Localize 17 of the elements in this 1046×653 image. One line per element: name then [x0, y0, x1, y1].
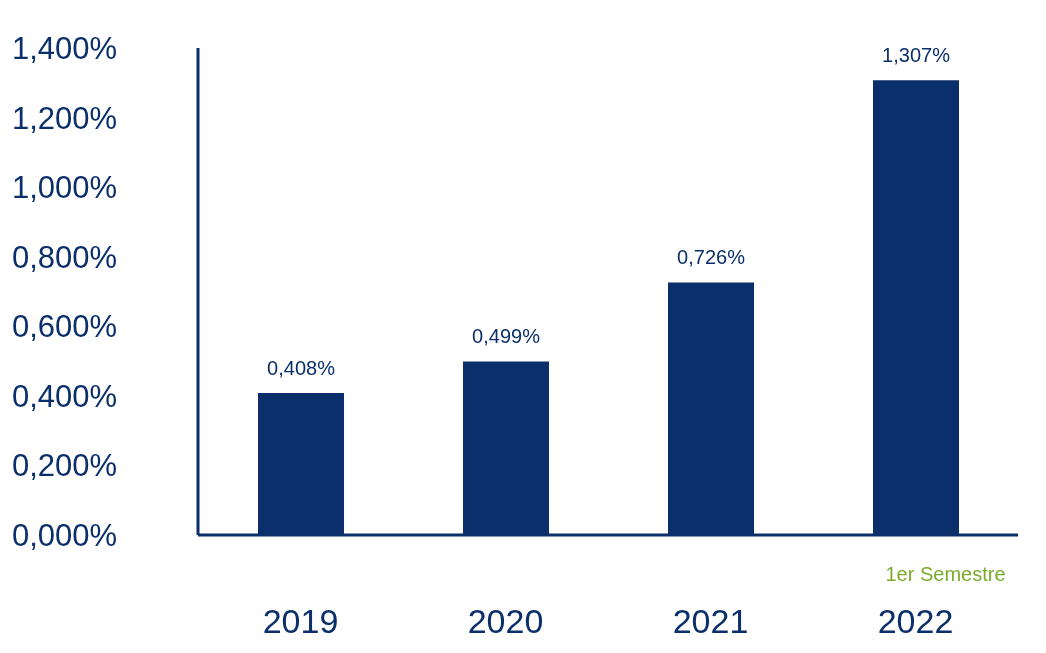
text: 1er Semestre [885, 563, 1006, 585]
y-tick-label: 1,000% [12, 170, 118, 206]
data-label: 1,307% [882, 44, 951, 67]
y-tick-label: 1,400% [12, 31, 118, 67]
y-tick-label: 1,200% [12, 100, 118, 136]
data-label: 0,499% [472, 325, 541, 348]
x-tick-label: 2019 [262, 602, 339, 640]
x-tick-label: 2022 [877, 602, 954, 640]
y-tick-label: 0,400% [12, 378, 118, 414]
data-label: 0,726% [677, 246, 746, 269]
data-label: 0,408% [267, 357, 336, 380]
y-tick-label: 0,000% [12, 518, 118, 554]
y-tick-label: 0,800% [12, 239, 118, 275]
y-tick-label: 0,200% [12, 448, 118, 484]
y-tick-label: 0,600% [12, 309, 118, 345]
x-tick-label: 2020 [467, 602, 544, 640]
x-tick-label: 2021 [672, 602, 749, 640]
